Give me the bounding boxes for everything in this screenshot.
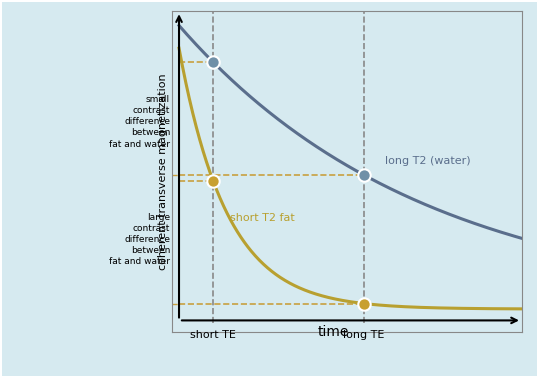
Text: long TE: long TE	[343, 330, 385, 340]
Text: long T2 (water): long T2 (water)	[385, 156, 470, 166]
Point	[360, 300, 369, 307]
Text: small
contrast
difference
between
fat and water: small contrast difference between fat an…	[109, 95, 170, 149]
Text: short T2 fat: short T2 fat	[230, 213, 294, 223]
Text: coherent transverse magnetization: coherent transverse magnetization	[158, 73, 168, 270]
Text: time: time	[317, 325, 349, 339]
Point	[360, 172, 369, 178]
Text: short TE: short TE	[190, 330, 236, 340]
Point	[209, 178, 217, 184]
Point	[209, 59, 217, 65]
Text: large
contrast
difference
between
fat and water: large contrast difference between fat an…	[109, 213, 170, 266]
